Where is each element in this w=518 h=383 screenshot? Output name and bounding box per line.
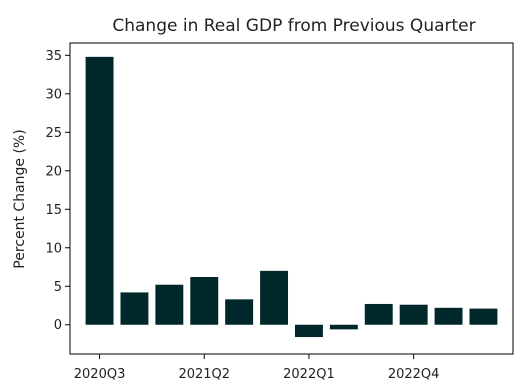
y-axis-title: Percent Change (%) <box>12 129 28 268</box>
y-tick-label: 25 <box>45 126 62 141</box>
bar-2022Q4 <box>399 304 428 325</box>
y-tick-label: 15 <box>45 203 62 218</box>
bar-2021Q3 <box>225 299 254 325</box>
x-tick-label: 2022Q4 <box>388 367 440 382</box>
bar-2022Q3 <box>364 303 393 325</box>
y-tick-label: 20 <box>45 164 62 179</box>
y-tick-label: 5 <box>54 280 62 295</box>
x-tick-label: 2021Q2 <box>178 367 230 382</box>
bar-2021Q4 <box>260 270 289 325</box>
y-tick-label: 0 <box>54 318 62 333</box>
plot-frame <box>69 42 514 355</box>
bar-2022Q2 <box>329 324 358 330</box>
bar-2023Q2 <box>469 308 498 325</box>
x-tick-label: 2020Q3 <box>74 367 126 382</box>
bar-2020Q3 <box>85 56 114 325</box>
y-tick-label: 35 <box>45 49 62 64</box>
bars-group <box>85 56 498 338</box>
bar-2020Q4 <box>120 292 149 325</box>
x-tick-label: 2022Q1 <box>283 367 335 382</box>
bar-2021Q2 <box>190 277 219 325</box>
x-axis-ticks: 2020Q3 2021Q2 2022Q1 2022Q4 <box>74 354 440 382</box>
y-tick-label: 10 <box>45 241 62 256</box>
bar-2021Q1 <box>155 284 184 325</box>
y-axis-ticks: 0 5 10 15 20 25 30 35 <box>45 49 70 333</box>
y-tick-label: 30 <box>45 87 62 102</box>
bar-2023Q1 <box>434 307 463 325</box>
bar-2022Q1 <box>294 324 323 338</box>
chart-title: Change in Real GDP from Previous Quarter <box>112 16 475 36</box>
